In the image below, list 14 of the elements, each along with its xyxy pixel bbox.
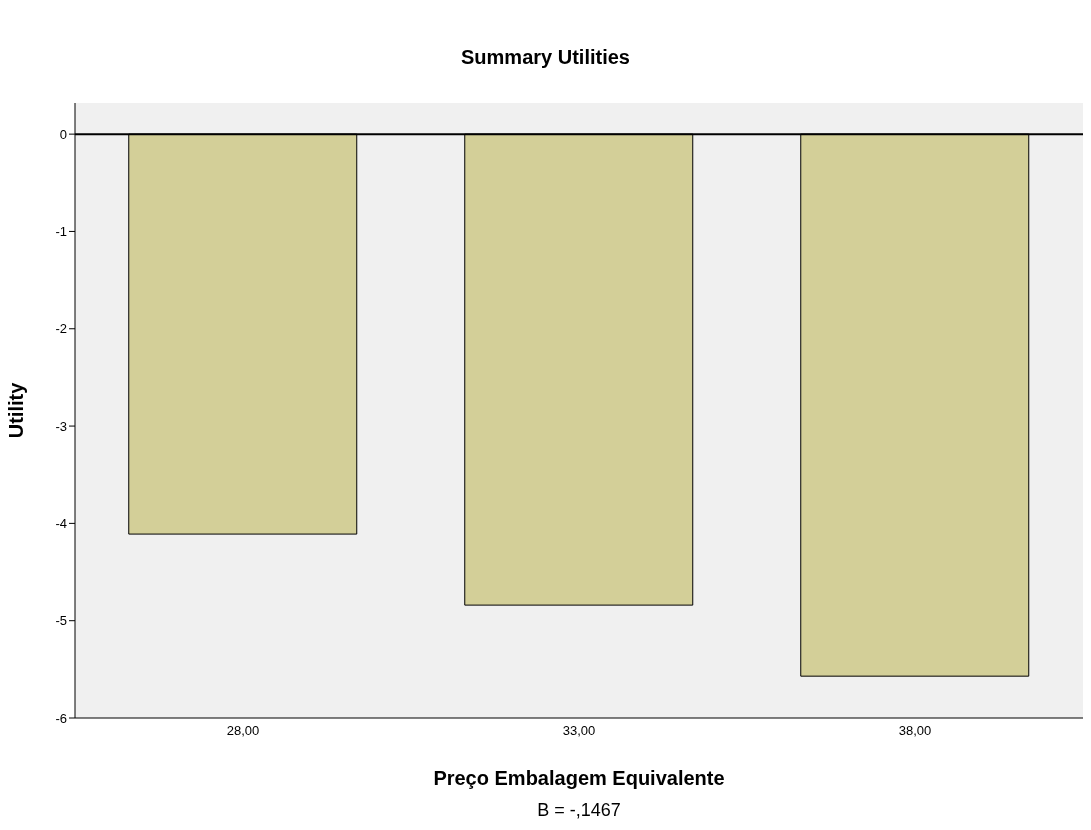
y-tick-label: -2 — [55, 321, 67, 337]
y-axis-title: Utility — [5, 381, 28, 439]
y-tick-label: -4 — [55, 515, 67, 531]
y-tick-label: -5 — [55, 613, 67, 629]
y-tick-label: -1 — [55, 224, 67, 240]
x-axis-title: Preço Embalagem Equivalente — [432, 767, 726, 790]
x-tick-label: 38,00 — [898, 723, 932, 739]
y-tick-label: -3 — [55, 418, 67, 434]
y-tick-label: 0 — [59, 126, 67, 142]
chart-title: Summary Utilities — [461, 46, 630, 69]
text: B = -,1467 — [536, 800, 622, 821]
y-tick-label: -6 — [55, 710, 67, 726]
x-tick-label: 28,00 — [226, 723, 260, 739]
x-tick-label: 33,00 — [562, 723, 596, 739]
